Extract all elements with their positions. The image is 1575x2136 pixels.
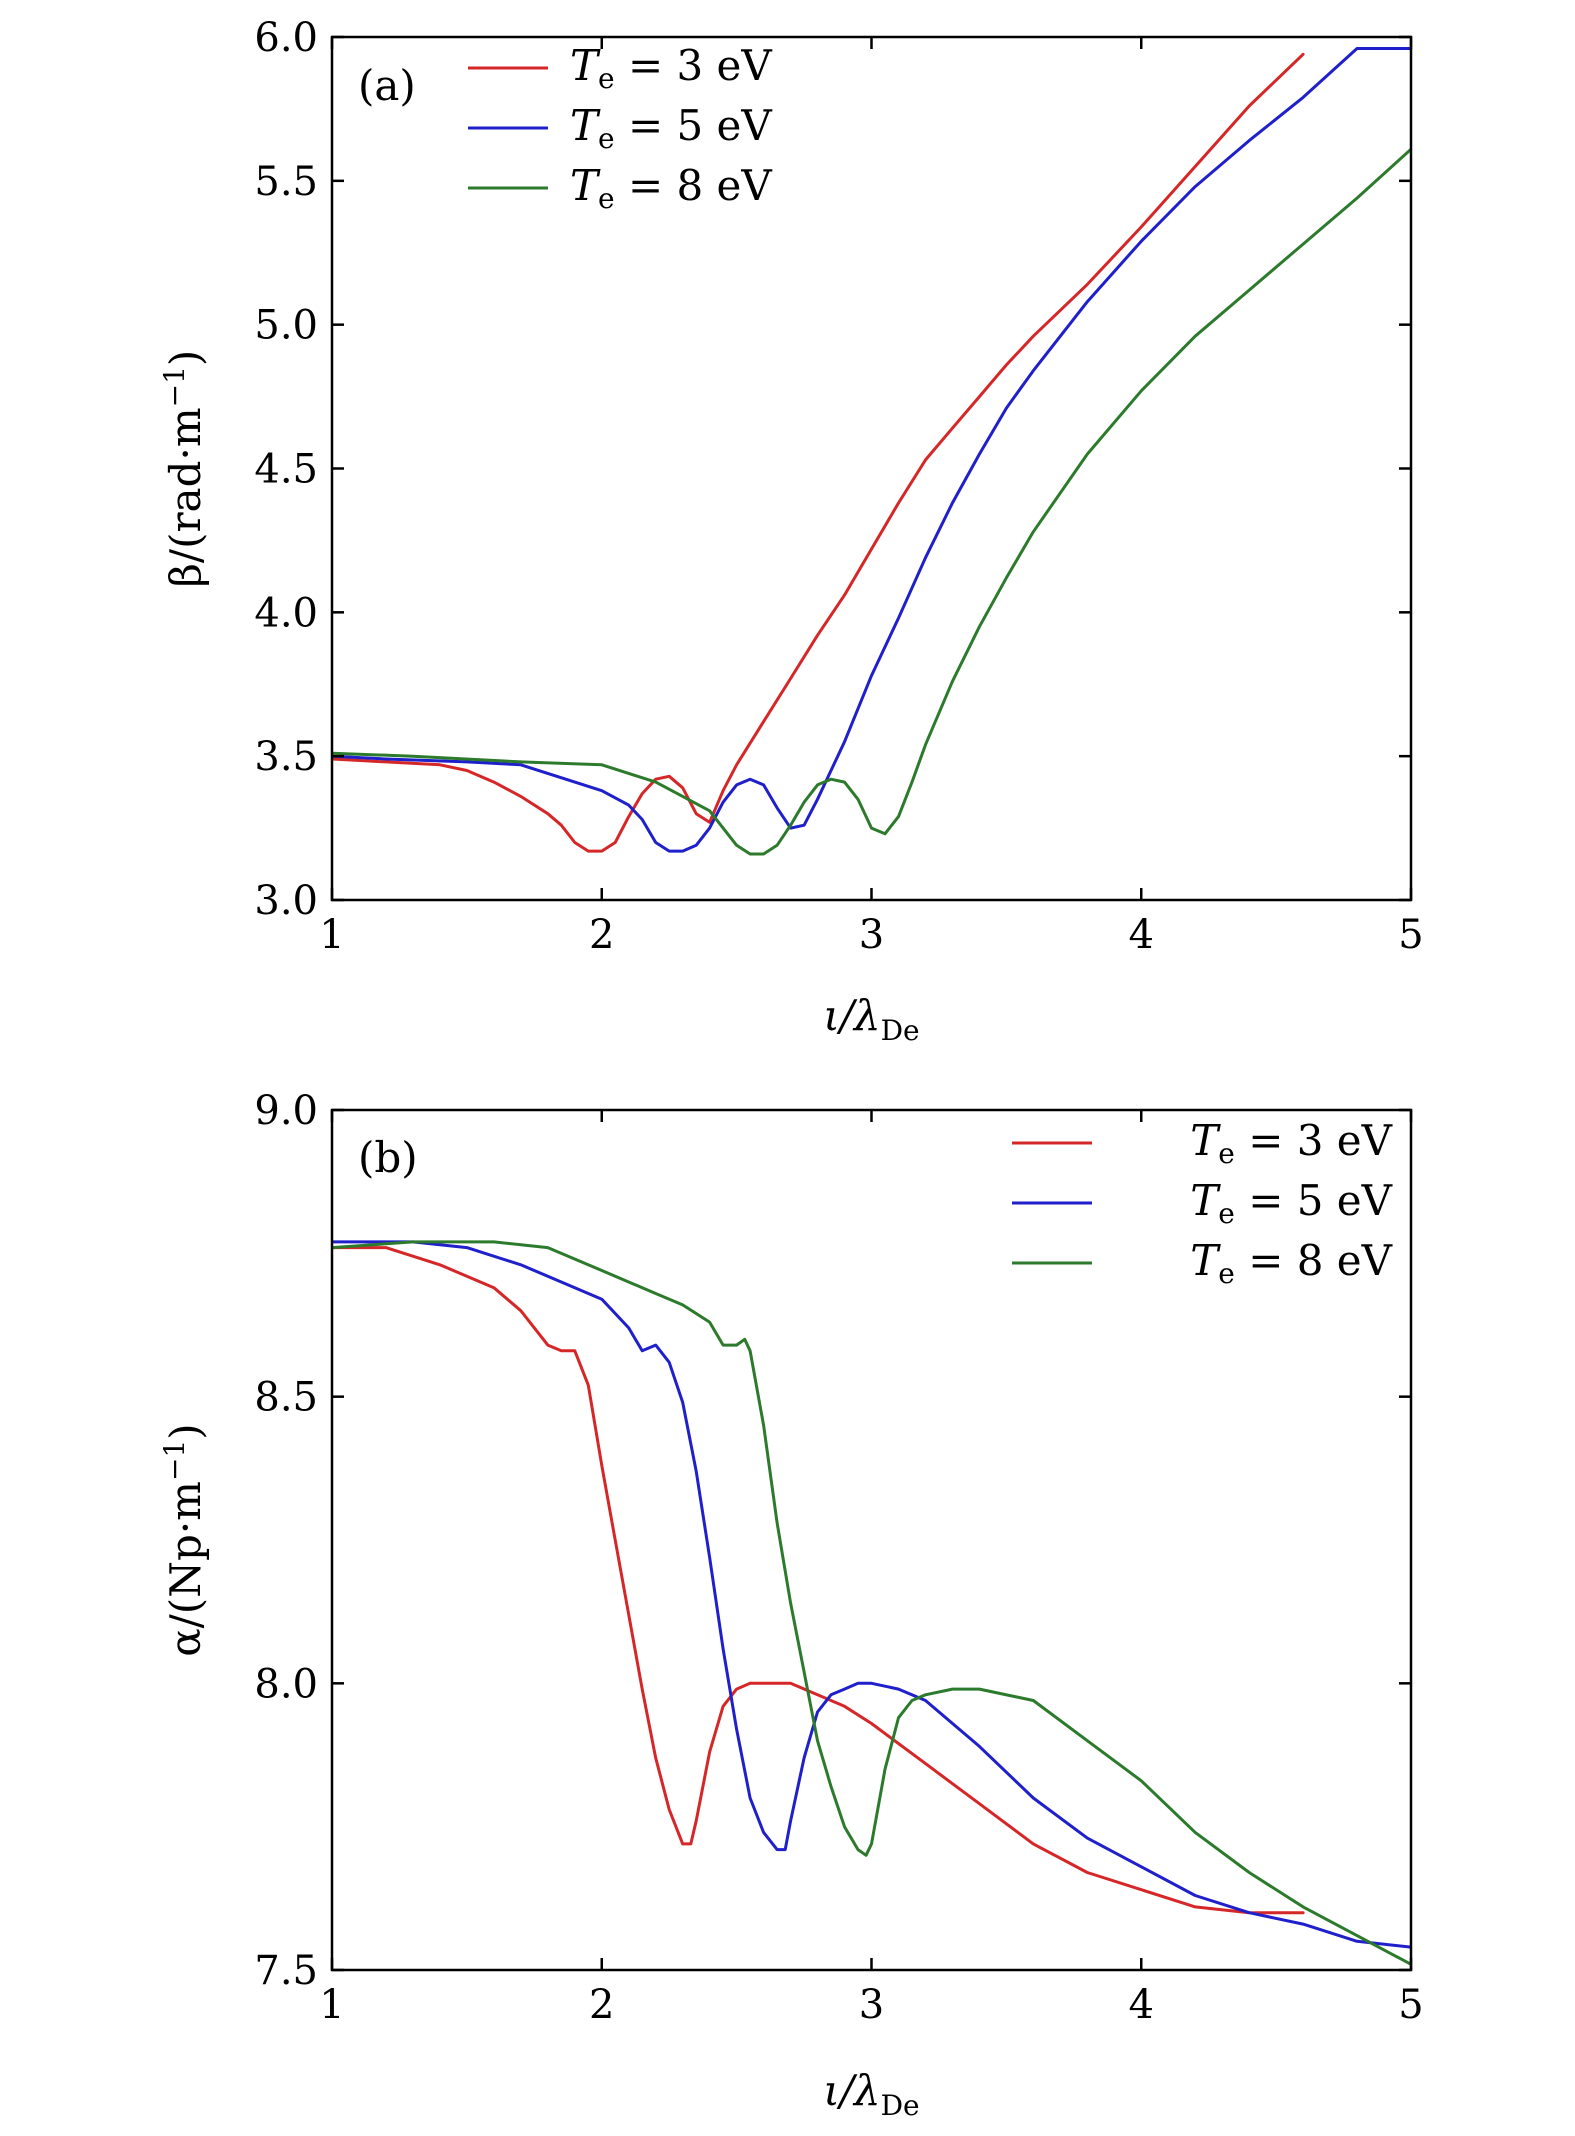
- y-axis-label-main-a: β/(rad·m: [161, 407, 210, 587]
- x-tick-label-b: 4: [1129, 1982, 1154, 2028]
- legend-a: Te = 3 eV Te = 5 eV Te = 8 eV: [468, 41, 772, 215]
- x-axis-label-a: ι/λDe: [823, 991, 919, 1047]
- x-axis-label-main-b: ι/λ: [823, 2066, 880, 2115]
- y-axis-label-tail-b: ): [161, 1423, 210, 1439]
- x-axis-label-sub-a: De: [881, 1014, 920, 1047]
- y-tick-label-a: 3.5: [254, 734, 318, 780]
- series-line-a-2: [332, 47, 1411, 853]
- y-axis-label-tail-a: ): [161, 350, 210, 366]
- y-tick-label-b: 8.5: [254, 1375, 318, 1421]
- x-tick-label-b: 5: [1398, 1982, 1423, 2028]
- y-axis-label-sup-b: −1: [158, 1440, 191, 1481]
- y-tick-label-a: 3.0: [254, 878, 318, 924]
- series-line-b-2: [332, 1240, 1411, 1949]
- series-line-a-1: [332, 52, 1305, 853]
- y-tick-label-a: 6.0: [254, 15, 318, 61]
- x-axis-label-b: ι/λDe: [823, 2066, 919, 2122]
- x-tick-label-a: 5: [1398, 912, 1423, 958]
- y-axis-label-sup-a: −1: [158, 366, 191, 407]
- x-axis-label-main-a: ι/λ: [823, 991, 880, 1040]
- series-line-b-3: [332, 1240, 1411, 1966]
- panel-tag-a: (a): [358, 61, 416, 110]
- y-axis-label-main-b: α/(Np·m: [161, 1481, 210, 1657]
- y-axis-label-b: α/(Np·m−1): [158, 1423, 210, 1656]
- y-tick-label-a: 4.0: [254, 590, 318, 636]
- x-tick-label-b: 3: [859, 1982, 884, 2028]
- legend-label-a-2: Te = 5 eV: [570, 101, 772, 155]
- y-tick-label-a: 4.5: [254, 447, 318, 493]
- x-tick-label-a: 1: [319, 912, 344, 958]
- panel-b: 1 2 3 4 5 7.5 8.0 8.5 9.0 (b) Te = 3 eV Te = 5 eV…: [158, 1088, 1424, 2122]
- plot-frame-a: [330, 35, 1413, 902]
- y-tick-label-a: 5.5: [254, 159, 318, 205]
- legend-label-b-3: Te = 8 eV: [1190, 1236, 1392, 1290]
- y-tick-label-a: 5.0: [254, 303, 318, 349]
- legend-label-a-1: Te = 3 eV: [570, 41, 772, 95]
- y-tick-label-b: 8.0: [254, 1661, 318, 1707]
- series-line-b-1: [332, 1246, 1305, 1915]
- x-tick-label-b: 2: [589, 1982, 614, 2028]
- panel-tag-b: (b): [358, 1133, 418, 1182]
- panel-a: 1 2 3 4 5 3.0 3.5 4.0 4.5 5.0 5.5 6.0 (a) Te = 3 eV…: [158, 15, 1424, 1047]
- x-tick-label-a: 3: [859, 912, 884, 958]
- legend-label-b-1: Te = 3 eV: [1190, 1116, 1392, 1170]
- legend-b: Te = 3 eV Te = 5 eV Te = 8 eV: [1012, 1116, 1393, 1290]
- y-tick-label-b: 7.5: [254, 1948, 318, 1994]
- legend-label-b-2: Te = 5 eV: [1190, 1176, 1392, 1230]
- y-axis-label-a: β/(rad·m−1): [158, 350, 210, 588]
- series-line-a-3: [332, 147, 1411, 856]
- y-tick-label-b: 9.0: [254, 1088, 318, 1134]
- x-tick-label-a: 4: [1129, 912, 1154, 958]
- x-axis-label-sub-b: De: [881, 2089, 920, 2122]
- legend-label-a-3: Te = 8 eV: [570, 161, 772, 215]
- x-tick-label-a: 2: [589, 912, 614, 958]
- x-tick-label-b: 1: [319, 1982, 344, 2028]
